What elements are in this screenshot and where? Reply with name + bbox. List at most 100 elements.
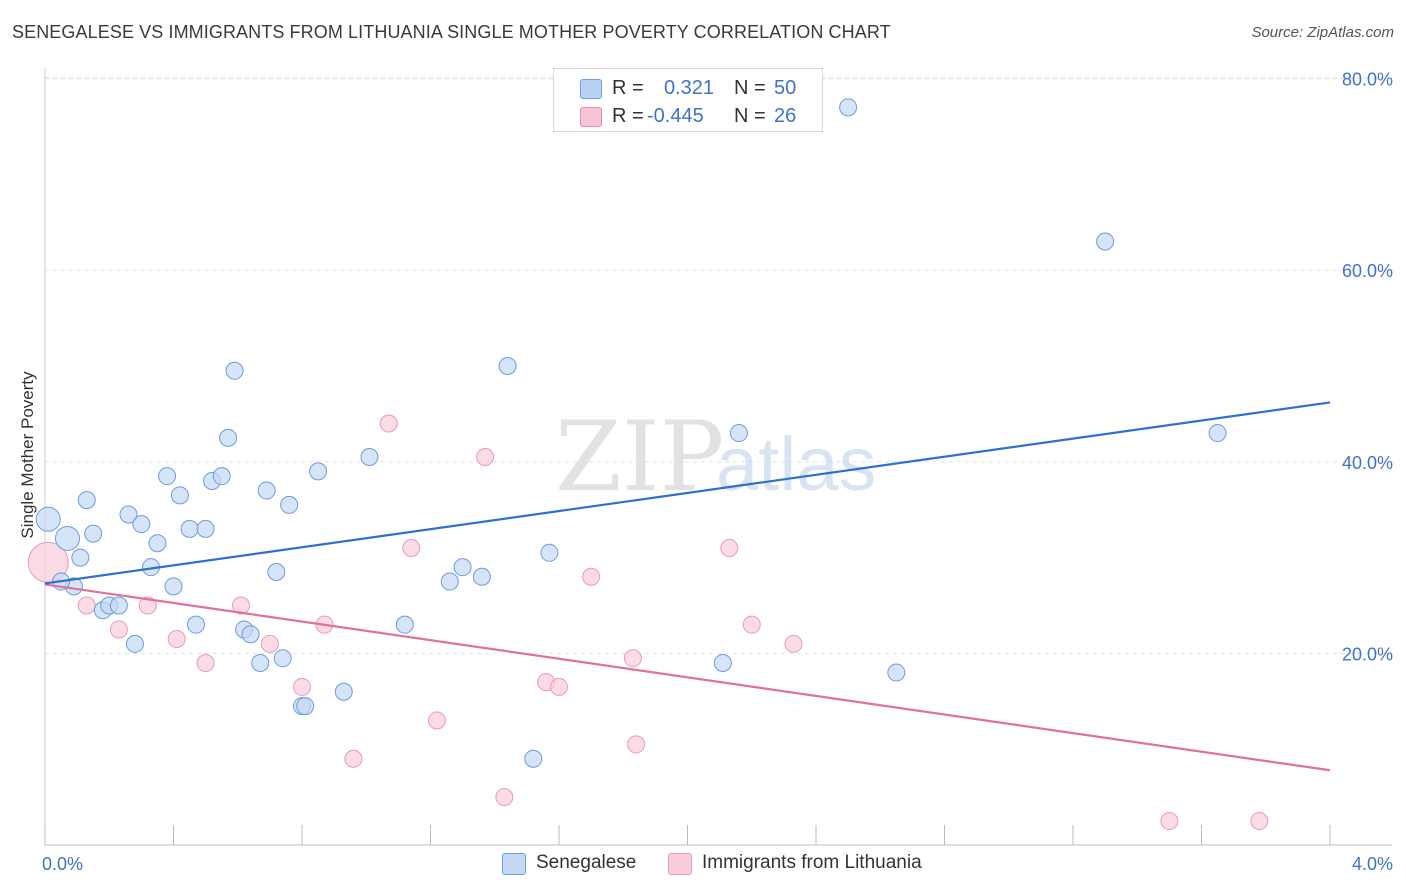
data-point bbox=[453, 558, 472, 577]
data-point bbox=[334, 682, 353, 701]
x-tick-label: 4.0% bbox=[1352, 854, 1393, 874]
data-point bbox=[540, 543, 559, 562]
data-point bbox=[309, 462, 328, 481]
data-point bbox=[77, 491, 96, 510]
data-point bbox=[164, 577, 183, 596]
data-point bbox=[196, 519, 215, 538]
y-tick-label: 40.0% bbox=[1342, 453, 1393, 473]
data-point bbox=[720, 539, 739, 558]
data-point bbox=[219, 428, 238, 447]
legend-n-label: N = bbox=[734, 105, 766, 127]
data-point bbox=[839, 98, 858, 117]
data-point bbox=[84, 524, 103, 543]
bottom-legend-senegalese: Senegalese bbox=[502, 852, 652, 878]
y-tick-labels: 20.0% 40.0% 60.0% 80.0% bbox=[1342, 70, 1393, 665]
data-point bbox=[260, 634, 279, 653]
data-point bbox=[784, 634, 803, 653]
data-point bbox=[1250, 812, 1269, 831]
data-point bbox=[196, 653, 215, 672]
x-tick-label: 0.0% bbox=[42, 854, 83, 874]
legend-n-value: 50 bbox=[774, 77, 797, 99]
data-point bbox=[170, 486, 189, 505]
data-point bbox=[186, 615, 205, 634]
data-point bbox=[148, 534, 167, 553]
data-point bbox=[180, 519, 199, 538]
y-axis-label: Single Mother Poverty bbox=[18, 371, 37, 539]
data-point bbox=[54, 525, 80, 551]
data-point bbox=[524, 749, 543, 768]
data-point bbox=[395, 615, 414, 634]
data-point bbox=[231, 596, 250, 615]
data-point bbox=[132, 515, 151, 534]
trend-line-senegalese bbox=[44, 401, 1331, 585]
data-point bbox=[251, 653, 270, 672]
watermark-zip: ZIP bbox=[555, 401, 724, 513]
data-point bbox=[627, 735, 646, 754]
legend-r-label: R = bbox=[612, 77, 644, 99]
legend-swatch-pink bbox=[580, 107, 602, 127]
bottom-legend-label: Senegalese bbox=[536, 852, 637, 873]
data-point bbox=[887, 663, 906, 682]
data-point bbox=[1096, 232, 1115, 251]
legend-r-label: R = bbox=[612, 105, 644, 127]
trend-lines bbox=[44, 401, 1331, 772]
watermark: ZIP atlas bbox=[555, 401, 877, 513]
data-point bbox=[440, 572, 459, 591]
data-point bbox=[125, 634, 144, 653]
bottom-legend-swatch-pink bbox=[668, 853, 692, 875]
data-point bbox=[35, 506, 61, 532]
data-point bbox=[498, 357, 517, 375]
bottom-legend-label: Immigrants from Lithuania bbox=[702, 852, 922, 873]
data-point bbox=[225, 361, 244, 380]
source-label: Source: ZipAtlas.com bbox=[1251, 24, 1394, 41]
y-tick-label: 20.0% bbox=[1342, 644, 1393, 664]
data-point bbox=[296, 697, 315, 716]
data-point bbox=[742, 615, 761, 634]
data-point bbox=[1160, 812, 1179, 831]
data-point bbox=[360, 448, 379, 467]
data-point bbox=[109, 620, 128, 639]
data-point bbox=[267, 562, 286, 581]
trend-line-lithuania bbox=[44, 583, 1331, 772]
axes bbox=[44, 68, 1392, 846]
x-tick-labels: 0.0% 4.0% bbox=[42, 854, 1393, 874]
data-point bbox=[713, 653, 732, 672]
data-point bbox=[257, 481, 276, 500]
gridlines bbox=[45, 77, 1392, 654]
data-point bbox=[109, 596, 128, 615]
legend-n-value: 26 bbox=[774, 105, 797, 127]
data-point bbox=[1208, 424, 1227, 443]
legend-r-value: 0.321 bbox=[664, 77, 715, 99]
data-point bbox=[167, 630, 186, 649]
pink-points bbox=[27, 414, 1269, 831]
data-point bbox=[729, 424, 748, 443]
bottom-legend-swatch-blue bbox=[502, 853, 526, 875]
data-point bbox=[293, 677, 311, 696]
data-point bbox=[158, 467, 177, 486]
legend-row-lithuania: R = -0.445 N = 26 bbox=[554, 103, 822, 131]
stats-legend: R = 0.321 N = 50 R = -0.445 N = 26 bbox=[553, 68, 823, 132]
y-tick-label: 60.0% bbox=[1342, 261, 1393, 281]
data-point bbox=[472, 567, 491, 586]
data-point bbox=[212, 467, 231, 486]
legend-r-value: -0.445 bbox=[647, 105, 704, 127]
data-point bbox=[71, 548, 90, 567]
y-tick-label: 80.0% bbox=[1342, 70, 1393, 90]
bottom-legend-lithuania: Immigrants from Lithuania bbox=[668, 852, 958, 878]
data-point bbox=[119, 505, 138, 524]
data-point bbox=[495, 788, 514, 807]
data-point bbox=[402, 539, 421, 558]
data-point bbox=[582, 567, 601, 586]
data-point bbox=[77, 596, 96, 615]
data-point bbox=[623, 649, 642, 668]
data-point bbox=[344, 749, 363, 768]
legend-n-label: N = bbox=[734, 77, 766, 99]
data-point bbox=[476, 448, 495, 467]
data-point bbox=[550, 677, 568, 696]
blue-points bbox=[35, 98, 1227, 768]
chart-title: SENEGALESE VS IMMIGRANTS FROM LITHUANIA … bbox=[12, 22, 891, 42]
data-point bbox=[280, 495, 299, 514]
data-point bbox=[273, 649, 292, 668]
data-point bbox=[138, 596, 157, 615]
